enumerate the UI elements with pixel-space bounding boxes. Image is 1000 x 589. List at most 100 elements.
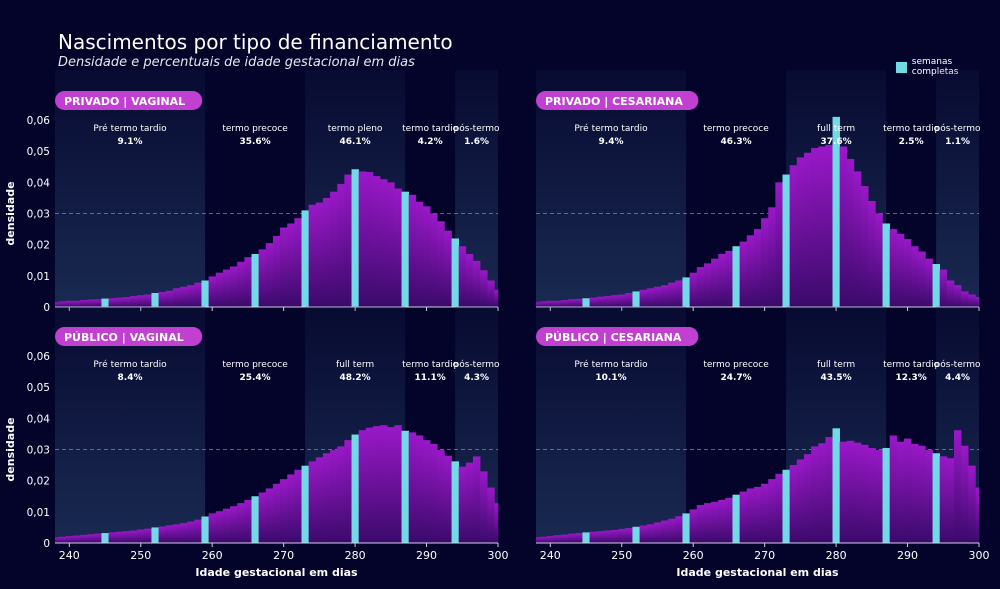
density-bar: [165, 290, 174, 307]
panel-tag: [536, 91, 699, 110]
density-bar: [230, 506, 238, 543]
density-bar: [237, 261, 245, 307]
density-bar: [80, 534, 88, 543]
density-bar: [487, 487, 495, 543]
density-bar: [194, 282, 202, 307]
week-bar: [401, 430, 409, 543]
density-bar: [818, 146, 826, 307]
x-tick-label: 300: [488, 549, 509, 562]
density-bar: [158, 292, 167, 307]
zone-label: termo precoce: [222, 360, 288, 370]
y-tick-label: 0,06: [27, 351, 51, 363]
density-bar: [465, 462, 474, 543]
density-bar: [803, 152, 812, 307]
density-bar: [330, 450, 338, 543]
density-bar: [868, 201, 876, 307]
density-bar: [668, 518, 676, 543]
density-bar: [222, 269, 231, 307]
y-tick-label: 0,05: [27, 146, 50, 158]
density-bar: [358, 171, 367, 307]
density-bar: [55, 302, 59, 307]
density-bar: [746, 488, 755, 543]
zone-percent: 25.4%: [239, 373, 270, 383]
density-bar: [825, 144, 833, 307]
density-bar: [561, 534, 569, 543]
week-bar: [151, 292, 159, 307]
zone-percent: 8.4%: [118, 373, 143, 383]
density-bar: [122, 531, 131, 543]
density-bar: [589, 297, 598, 307]
x-tick-label: 280: [826, 549, 847, 562]
y-tick-label: 0,01: [27, 507, 50, 519]
y-tick-label: 0,05: [27, 382, 50, 394]
density-bar: [553, 300, 562, 307]
density-bar: [72, 535, 81, 543]
density-bar: [689, 509, 698, 543]
week-bar: [451, 238, 460, 307]
legend: semanas completas: [896, 57, 1000, 77]
density-bar: [811, 148, 819, 307]
y-axis-label: densidade: [4, 181, 17, 245]
density-bar: [796, 459, 805, 543]
density-bar: [180, 286, 188, 307]
density-bar: [711, 258, 719, 307]
density-bar: [918, 251, 926, 307]
density-bar: [372, 176, 381, 307]
density-bar: [422, 206, 431, 307]
density-bar: [618, 294, 626, 307]
density-bar: [372, 426, 381, 543]
zone-label: termo pleno: [328, 124, 383, 134]
density-bar: [903, 239, 912, 307]
week-bar: [201, 280, 209, 307]
density-bar: [394, 425, 402, 543]
density-bar: [946, 458, 955, 543]
zone-label: pós-termo: [454, 123, 501, 134]
density-bar: [768, 479, 776, 543]
y-tick-label: 0,02: [27, 240, 50, 252]
density-bar: [703, 503, 712, 543]
x-tick-label: 250: [130, 549, 151, 562]
week-bar: [351, 169, 359, 307]
density-bar: [272, 235, 281, 307]
density-bar: [458, 466, 467, 543]
x-tick-label: 240: [540, 549, 561, 562]
density-bar: [796, 157, 805, 307]
week-bar: [932, 263, 941, 307]
y-axis-label: densidade: [4, 417, 17, 481]
density-bar: [761, 483, 769, 543]
density-bar: [94, 299, 102, 307]
zone-percent: 1.6%: [464, 137, 489, 147]
zone-label: termo tardio: [883, 360, 940, 370]
density-bar: [911, 246, 919, 307]
density-bar: [539, 301, 548, 307]
density-bar: [130, 530, 138, 543]
x-tick-label: 290: [416, 549, 437, 562]
density-bar: [975, 297, 980, 307]
density-bar: [568, 299, 576, 307]
week-bar: [932, 453, 941, 543]
density-bar: [589, 531, 598, 543]
density-bar: [58, 301, 67, 307]
zone-label: termo tardio: [402, 360, 459, 370]
week-bar: [882, 447, 890, 543]
y-tick-label: 0,02: [27, 476, 50, 488]
density-bar: [839, 146, 848, 307]
y-tick-label: 0,04: [27, 177, 51, 189]
density-bar: [115, 531, 124, 543]
density-bar: [646, 524, 655, 543]
density-bar: [337, 183, 345, 307]
density-bar: [653, 286, 662, 307]
density-bar: [108, 532, 117, 543]
density-bar: [575, 533, 583, 543]
zone-percent: 4.2%: [418, 137, 443, 147]
week-bar: [632, 291, 640, 307]
panel-title: PÚBLICO | CESARIANA: [545, 331, 682, 344]
density-bar: [472, 260, 481, 307]
density-bar: [158, 526, 167, 543]
density-bar: [611, 295, 619, 307]
zone-label: termo precoce: [222, 124, 288, 134]
week-bar: [682, 277, 690, 307]
density-bar: [294, 469, 302, 543]
week-bar: [582, 298, 590, 307]
